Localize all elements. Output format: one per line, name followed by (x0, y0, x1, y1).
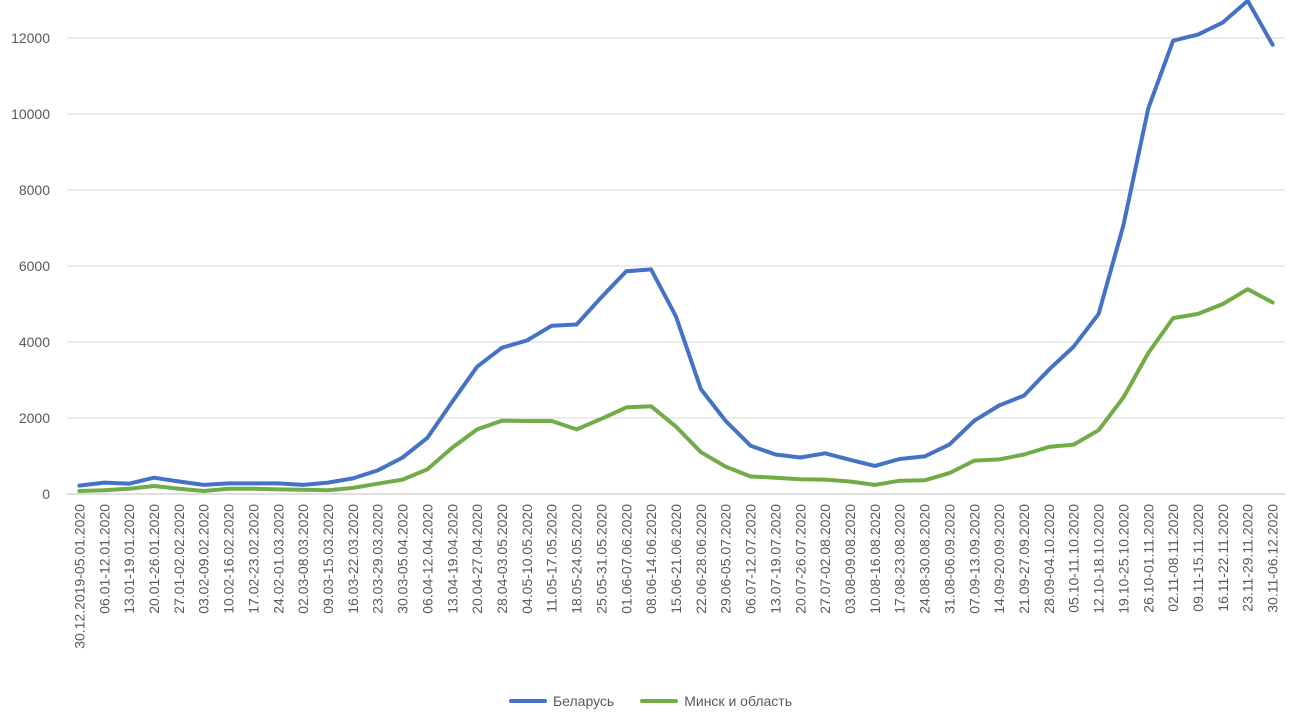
x-tick-label: 20.04-27.04.2020 (469, 504, 485, 614)
x-tick-label: 12.10-18.10.2020 (1091, 504, 1107, 614)
series-line-1 (77, 287, 1275, 493)
x-tick-label: 09.11-15.11.2020 (1190, 504, 1206, 612)
x-tick-label: 13.01-19.01.2020 (121, 504, 137, 614)
x-tick-label: 30.03-05.04.2020 (395, 504, 411, 614)
x-tick-label: 28.09-04.10.2020 (1041, 504, 1057, 614)
x-tick-label: 02.11-08.11.2020 (1165, 504, 1181, 612)
x-tick-label: 30.12.2019-05.01.2020 (71, 504, 87, 649)
x-tick-label: 02.03-08.03.2020 (295, 504, 311, 614)
x-tick-label: 27.07-02.08.2020 (817, 504, 833, 614)
legend-swatch-1 (640, 699, 679, 703)
x-tick-label: 06.01-12.01.2020 (96, 504, 112, 614)
x-tick-label: 17.02-23.02.2020 (245, 504, 261, 614)
x-tick-label: 22.06-28.06.2020 (693, 504, 709, 614)
series-line-0 (77, 0, 1275, 488)
x-tick-label: 19.10-25.10.2020 (1115, 504, 1131, 614)
x-tick-label: 29.06-05.07.2020 (718, 504, 734, 614)
x-tick-label: 10.02-16.02.2020 (221, 504, 237, 614)
legend-label-0: Беларусь (552, 693, 615, 709)
series-lines (77, 0, 1275, 493)
x-tick-label: 20.07-26.07.2020 (792, 504, 808, 614)
x-tick-label: 17.08-23.08.2020 (892, 504, 908, 614)
y-tick-label: 0 (42, 486, 50, 502)
x-tick-label: 20.01-26.01.2020 (146, 504, 162, 614)
line-chart: 0 2000 4000 6000 8000 10000 12000 30.12.2019-0… (11, 0, 1285, 649)
x-tick-label: 07.09-13.09.2020 (966, 504, 982, 614)
y-axis-ticks: 0 2000 4000 6000 8000 10000 12000 (11, 30, 50, 502)
y-tick-label: 12000 (11, 30, 50, 46)
legend-item-1: Минск и область (640, 693, 792, 709)
gridlines (67, 37, 1285, 495)
x-tick-label: 23.03-29.03.2020 (370, 504, 386, 614)
legend-item-0: Беларусь (508, 693, 615, 709)
x-tick-label: 13.04-19.04.2020 (444, 504, 460, 614)
x-tick-label: 11.05-17.05.2020 (544, 504, 560, 613)
x-tick-label: 18.05-24.05.2020 (569, 504, 585, 614)
legend-label-1: Минск и область (684, 693, 792, 709)
y-tick-label: 8000 (19, 182, 50, 198)
x-tick-label: 06.04-12.04.2020 (419, 504, 435, 614)
y-tick-label: 10000 (11, 106, 50, 122)
x-tick-label: 16.03-22.03.2020 (345, 504, 361, 614)
x-tick-label: 03.02-09.02.2020 (196, 504, 212, 614)
x-tick-label: 06.07-12.07.2020 (743, 504, 759, 614)
legend-swatch-0 (508, 699, 547, 703)
legend: Беларусь Минск и область (0, 693, 1301, 709)
x-tick-label: 01.06-07.06.2020 (618, 504, 634, 614)
x-tick-label: 16.11-22.11.2020 (1215, 504, 1231, 612)
x-tick-label: 08.06-14.06.2020 (643, 504, 659, 614)
x-tick-label: 25.05-31.05.2020 (593, 504, 609, 614)
x-tick-label: 31.08-06.09.2020 (941, 504, 957, 614)
y-tick-label: 6000 (19, 258, 50, 274)
x-tick-label: 03.08-09.08.2020 (842, 504, 858, 614)
x-tick-label: 09.03-15.03.2020 (320, 504, 336, 614)
x-tick-label: 30.11-06.12.2020 (1265, 504, 1281, 613)
x-tick-label: 14.09-20.09.2020 (991, 504, 1007, 614)
y-tick-label: 4000 (19, 334, 50, 350)
x-tick-label: 23.11-29.11.2020 (1240, 504, 1256, 612)
x-tick-label: 24.08-30.08.2020 (917, 504, 933, 614)
x-tick-label: 04.05-10.05.2020 (519, 504, 535, 614)
x-tick-label: 27.01-02.02.2020 (171, 504, 187, 614)
x-tick-label: 10.08-16.08.2020 (867, 504, 883, 614)
x-tick-label: 15.06-21.06.2020 (668, 504, 684, 614)
x-tick-label: 05.10-11.10.2020 (1066, 504, 1082, 613)
x-tick-label: 13.07-19.07.2020 (767, 504, 783, 614)
x-tick-label: 28.04-03.05.2020 (494, 504, 510, 614)
y-tick-label: 2000 (19, 410, 50, 426)
x-axis-ticks: 30.12.2019-05.01.2020 06.01-12.01.2020 13.… (71, 504, 1280, 649)
x-tick-label: 21.09-27.09.2020 (1016, 504, 1032, 614)
x-tick-label: 24.02-01.03.2020 (270, 504, 286, 614)
x-tick-label: 26.10-01.11.2020 (1140, 504, 1156, 613)
